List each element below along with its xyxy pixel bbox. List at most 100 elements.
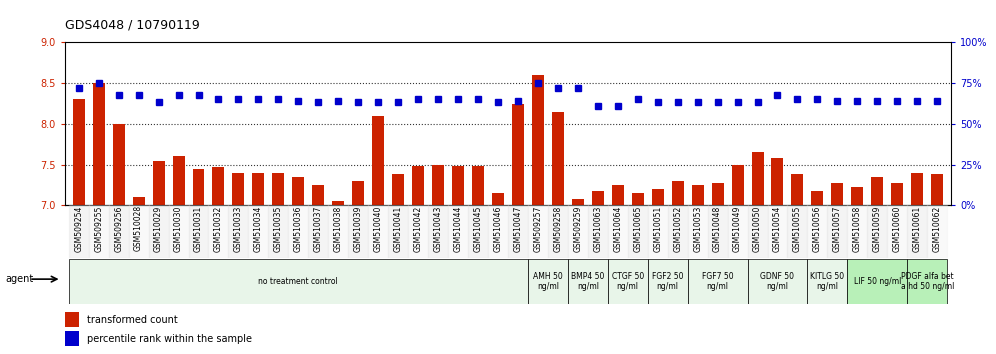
Bar [472, 166, 484, 205]
Bar [113, 124, 124, 205]
Bar [651, 189, 663, 205]
Text: GSM510035: GSM510035 [274, 205, 283, 252]
Bar [353, 181, 365, 205]
Text: GSM510064: GSM510064 [614, 205, 622, 252]
Bar [907, 205, 927, 258]
Text: BMP4 50
ng/ml: BMP4 50 ng/ml [571, 272, 605, 291]
Bar [252, 173, 264, 205]
Bar [887, 205, 907, 258]
Bar [647, 205, 667, 258]
Text: GSM510029: GSM510029 [154, 205, 163, 252]
Text: GSM510039: GSM510039 [354, 205, 363, 252]
Text: GSM510063: GSM510063 [594, 205, 603, 252]
Bar [828, 205, 848, 258]
Bar [647, 259, 687, 303]
Bar [388, 205, 408, 258]
Bar [65, 331, 79, 346]
Text: GSM510052: GSM510052 [673, 205, 682, 252]
Bar [732, 165, 744, 205]
Bar [412, 166, 424, 205]
Bar [528, 259, 568, 303]
Bar [627, 205, 647, 258]
Text: GSM510051: GSM510051 [653, 205, 662, 252]
Bar [868, 205, 887, 258]
Bar [408, 205, 428, 258]
Bar [172, 156, 184, 205]
Text: GSM510028: GSM510028 [134, 205, 143, 251]
Bar [248, 205, 268, 258]
Text: GSM510047: GSM510047 [514, 205, 523, 252]
Bar [552, 112, 564, 205]
Text: GSM510033: GSM510033 [234, 205, 243, 252]
Bar [349, 205, 369, 258]
Bar [891, 183, 903, 205]
Text: GSM509254: GSM509254 [75, 205, 84, 252]
Bar [788, 205, 808, 258]
Bar [608, 259, 647, 303]
Text: FGF2 50
ng/ml: FGF2 50 ng/ml [652, 272, 683, 291]
Bar [687, 259, 748, 303]
Bar [428, 205, 448, 258]
Bar [872, 177, 883, 205]
Bar [671, 181, 683, 205]
Text: GSM510032: GSM510032 [214, 205, 223, 252]
Text: GSM510057: GSM510057 [833, 205, 842, 252]
Text: GSM510044: GSM510044 [453, 205, 462, 252]
Bar [128, 205, 148, 258]
Text: GDS4048 / 10790119: GDS4048 / 10790119 [65, 19, 199, 32]
Bar [268, 205, 289, 258]
Text: GSM510062: GSM510062 [932, 205, 941, 252]
Bar [369, 205, 388, 258]
Bar [289, 205, 309, 258]
Text: FGF7 50
ng/ml: FGF7 50 ng/ml [702, 272, 733, 291]
Bar [309, 205, 329, 258]
Bar [208, 205, 228, 258]
Bar [612, 185, 623, 205]
Bar [432, 165, 444, 205]
Bar [148, 205, 168, 258]
Bar [448, 205, 468, 258]
Bar [132, 197, 144, 205]
Bar [667, 205, 687, 258]
Bar [931, 175, 943, 205]
Text: GSM510061: GSM510061 [912, 205, 921, 252]
Bar [333, 201, 345, 205]
Text: GSM510045: GSM510045 [473, 205, 482, 252]
Text: GSM510060: GSM510060 [892, 205, 901, 252]
Text: GSM509258: GSM509258 [554, 205, 563, 252]
Bar [748, 259, 808, 303]
Bar [152, 161, 164, 205]
Text: agent: agent [5, 274, 33, 284]
Bar [711, 183, 723, 205]
Text: GSM510038: GSM510038 [334, 205, 343, 252]
Bar [772, 158, 784, 205]
Text: transformed count: transformed count [87, 315, 177, 325]
Text: GSM510041: GSM510041 [393, 205, 402, 252]
Bar [168, 205, 188, 258]
Bar [687, 205, 707, 258]
Bar [89, 205, 109, 258]
Text: percentile rank within the sample: percentile rank within the sample [87, 334, 252, 344]
Text: GSM510043: GSM510043 [433, 205, 442, 252]
Text: GSM510049: GSM510049 [733, 205, 742, 252]
Bar [488, 205, 508, 258]
Bar [232, 173, 244, 205]
Bar [313, 185, 325, 205]
Bar [532, 75, 544, 205]
Bar [848, 259, 907, 303]
Bar [373, 116, 384, 205]
Text: GSM510034: GSM510034 [254, 205, 263, 252]
Text: GSM509257: GSM509257 [534, 205, 543, 252]
Bar [748, 205, 768, 258]
Text: GSM510037: GSM510037 [314, 205, 323, 252]
Text: no treatment control: no treatment control [258, 277, 339, 286]
Bar [69, 259, 528, 303]
Text: LIF 50 ng/ml: LIF 50 ng/ml [854, 277, 901, 286]
Text: GSM509259: GSM509259 [574, 205, 583, 252]
Bar [592, 191, 604, 205]
Bar [752, 152, 764, 205]
Bar [109, 205, 128, 258]
Bar [65, 312, 79, 327]
Text: GSM510056: GSM510056 [813, 205, 822, 252]
Text: GSM510053: GSM510053 [693, 205, 702, 252]
